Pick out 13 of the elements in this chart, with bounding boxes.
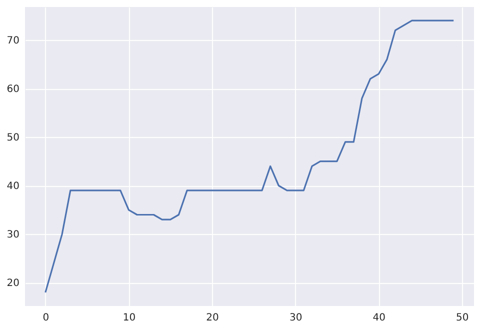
y-tick-label: 40 — [6, 181, 20, 192]
x-tick-label: 0 — [42, 312, 50, 324]
x-tick-label: 10 — [122, 312, 136, 324]
y-tick-label: 20 — [6, 278, 20, 290]
y-tick-label: 30 — [6, 230, 20, 241]
x-tick-label: 30 — [289, 312, 302, 324]
x-tick-label: 20 — [206, 312, 219, 324]
x-tick-label: 50 — [456, 312, 469, 324]
x-tick-label: 40 — [372, 312, 386, 324]
line-series — [44, 20, 454, 294]
y-tick-label: 60 — [6, 84, 20, 96]
y-tick-label: 70 — [6, 36, 20, 47]
y-tick-label: 50 — [6, 132, 20, 144]
